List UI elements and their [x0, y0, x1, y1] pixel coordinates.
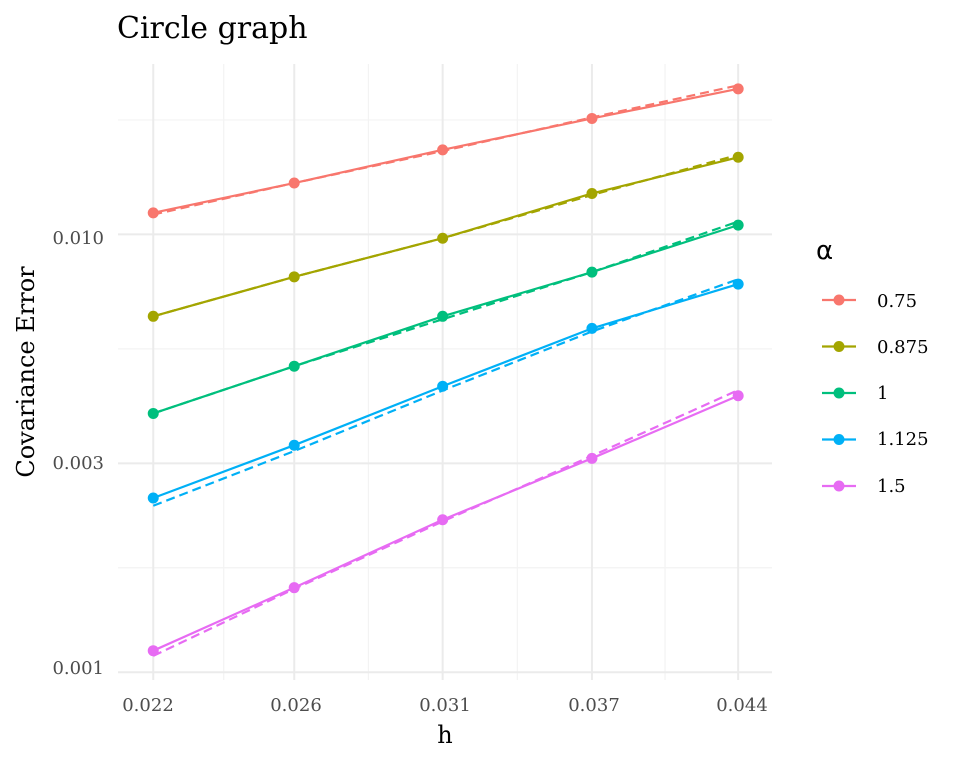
legend-title: α: [816, 236, 833, 266]
fit-line: [152, 389, 739, 657]
series-1.5: [147, 389, 744, 657]
data-point: [147, 310, 159, 322]
legend-label: 0.875: [877, 337, 929, 358]
data-point: [288, 360, 300, 372]
x-tick-label: 0.031: [419, 695, 471, 716]
data-point: [586, 266, 598, 278]
data-point: [288, 271, 300, 283]
data-point: [732, 219, 744, 231]
legend-key-point: [833, 480, 845, 492]
data-point: [586, 322, 598, 334]
data-point: [437, 310, 449, 322]
data-point: [288, 177, 300, 189]
x-tick-label: 0.026: [270, 695, 322, 716]
x-tick-label: 0.037: [568, 695, 620, 716]
data-point: [437, 144, 449, 156]
legend-label: 1.125: [877, 429, 929, 450]
legend-key-point: [833, 341, 845, 352]
data-point: [586, 452, 598, 464]
x-tick-label: 0.022: [122, 695, 174, 716]
series-1.125: [147, 278, 744, 507]
series-1: [147, 219, 744, 419]
data-point: [288, 439, 300, 451]
legend-label: 0.75: [877, 291, 917, 312]
data-point: [147, 645, 159, 657]
legend-label: 1.5: [877, 476, 906, 497]
data-point: [732, 151, 744, 163]
series-0.75: [147, 83, 744, 219]
x-axis-title: h: [437, 721, 452, 749]
y-axis-title: Covariance Error: [12, 266, 40, 478]
chart-title: Circle graph: [117, 11, 308, 46]
legend-key-point: [833, 434, 845, 445]
series-0.875: [147, 151, 744, 322]
data-point: [288, 582, 300, 594]
data-point: [586, 112, 598, 124]
grid: [118, 64, 772, 680]
data-point: [586, 187, 598, 199]
x-tick-label: 0.044: [716, 695, 768, 716]
data-point: [147, 207, 159, 219]
y-tick-label: 0.010: [52, 228, 104, 249]
data-point: [147, 407, 159, 419]
data-point: [437, 232, 449, 244]
legend: α 0.75 0.875 1 1.125 1.5: [816, 236, 929, 497]
data-point: [147, 492, 159, 504]
legend-key-point: [833, 294, 845, 306]
legend-keys: [822, 294, 856, 492]
plot-series: [147, 83, 744, 657]
data-point: [437, 514, 449, 526]
data-point: [732, 390, 744, 402]
data-point: [437, 380, 449, 392]
data-point: [732, 83, 744, 95]
legend-key-point: [833, 387, 845, 399]
legend-label: 1: [877, 383, 888, 404]
data-point: [732, 278, 744, 290]
y-tick-label: 0.001: [52, 658, 104, 679]
y-tick-label: 0.003: [52, 453, 104, 474]
